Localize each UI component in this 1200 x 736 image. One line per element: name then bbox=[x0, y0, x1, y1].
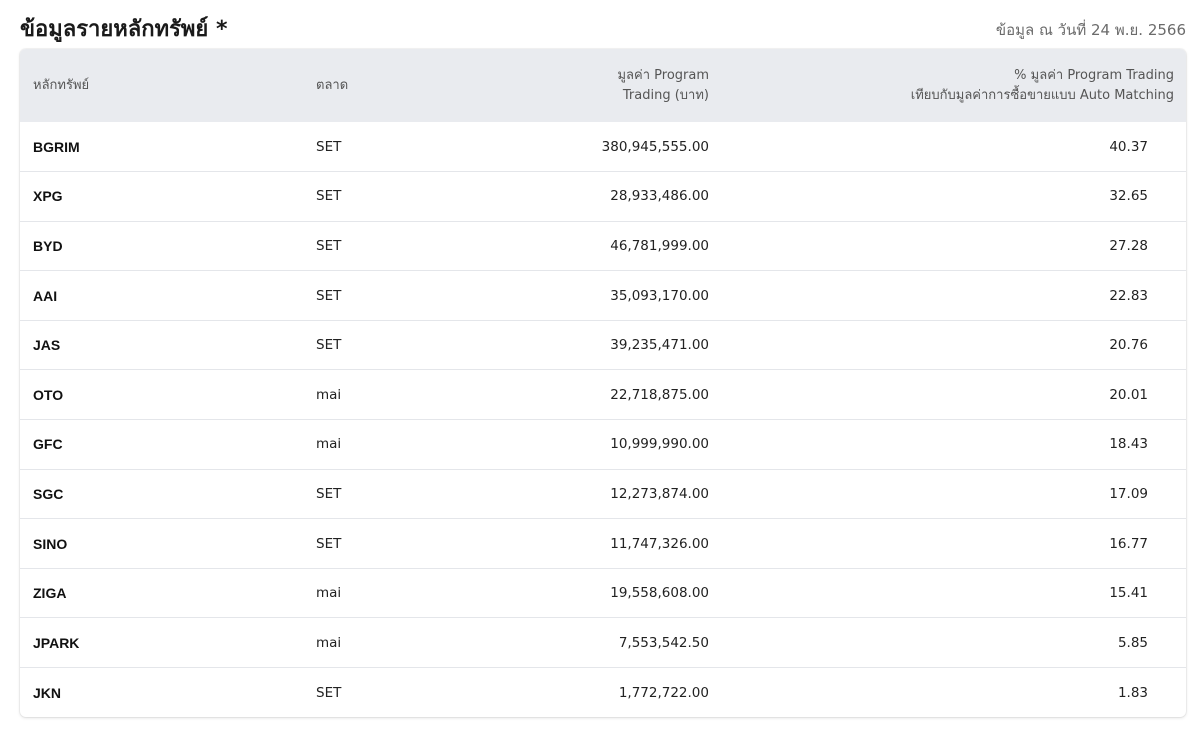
table-header: หลักทรัพย์ ตลาด มูลค่า Program Trading (… bbox=[20, 49, 1186, 122]
table-header-row: หลักทรัพย์ ตลาด มูลค่า Program Trading (… bbox=[20, 49, 1186, 122]
column-header-value-line1: มูลค่า Program bbox=[617, 67, 709, 83]
cell-value: 7,553,542.50 bbox=[618, 634, 709, 651]
column-header-symbol[interactable]: หลักทรัพย์ bbox=[20, 49, 316, 122]
cell-value: 11,747,326.00 bbox=[610, 535, 709, 552]
cell-pct: 18.43 bbox=[1109, 436, 1148, 453]
cell-value: 1,772,722.00 bbox=[618, 684, 709, 701]
column-header-pct-line1: % มูลค่า Program Trading bbox=[1014, 67, 1174, 83]
cell-market: SET bbox=[316, 535, 342, 552]
column-header-symbol-label: หลักทรัพย์ bbox=[33, 77, 90, 93]
cell-symbol: ZIGA bbox=[33, 585, 67, 602]
table-row[interactable]: SGC SET 12,273,874.00 17.09 bbox=[20, 469, 1186, 519]
cell-symbol: JAS bbox=[33, 337, 61, 354]
cell-market: mai bbox=[316, 585, 342, 602]
table-row[interactable]: ZIGA mai 19,558,608.00 15.41 bbox=[20, 568, 1186, 618]
cell-value: 12,273,874.00 bbox=[610, 485, 709, 502]
column-header-value[interactable]: มูลค่า Program Trading (บาท) bbox=[502, 49, 709, 122]
cell-pct: 20.76 bbox=[1109, 337, 1148, 354]
table-row[interactable]: XPG SET 28,933,486.00 32.65 bbox=[20, 171, 1186, 222]
table-row[interactable]: AAI SET 35,093,170.00 22.83 bbox=[20, 270, 1186, 321]
cell-pct: 15.41 bbox=[1109, 585, 1148, 602]
table-row[interactable]: OTO mai 22,718,875.00 20.01 bbox=[20, 369, 1186, 420]
cell-market: SET bbox=[316, 188, 342, 205]
table-row[interactable]: SINO SET 11,747,326.00 16.77 bbox=[20, 518, 1186, 569]
table-row[interactable]: JAS SET 39,235,471.00 20.76 bbox=[20, 320, 1186, 370]
column-header-pct-line2: เทียบกับมูลค่าการซื้อขายแบบ Auto Matchin… bbox=[910, 87, 1174, 103]
cell-symbol: JPARK bbox=[33, 634, 80, 651]
column-header-value-line2: Trading (บาท) bbox=[622, 87, 709, 103]
cell-market: SET bbox=[316, 237, 342, 254]
cell-pct: 5.85 bbox=[1117, 634, 1148, 651]
cell-pct: 16.77 bbox=[1109, 535, 1148, 552]
cell-symbol: GFC bbox=[33, 436, 63, 453]
table-row[interactable]: GFC mai 10,999,990.00 18.43 bbox=[20, 419, 1186, 470]
cell-pct: 17.09 bbox=[1109, 485, 1148, 502]
cell-value: 10,999,990.00 bbox=[610, 436, 709, 453]
cell-value: 22,718,875.00 bbox=[610, 386, 709, 403]
cell-symbol: XPG bbox=[33, 188, 63, 205]
cell-market: SET bbox=[316, 138, 342, 155]
securities-table: หลักทรัพย์ ตลาด มูลค่า Program Trading (… bbox=[20, 49, 1186, 717]
column-header-market-label: ตลาด bbox=[316, 77, 349, 93]
cell-value: 380,945,555.00 bbox=[601, 138, 709, 155]
cell-pct: 27.28 bbox=[1109, 237, 1148, 254]
securities-table-card: หลักทรัพย์ ตลาด มูลค่า Program Trading (… bbox=[20, 49, 1186, 717]
cell-market: SET bbox=[316, 337, 342, 354]
cell-market: SET bbox=[316, 485, 342, 502]
cell-value: 35,093,170.00 bbox=[610, 287, 709, 304]
cell-symbol: SINO bbox=[33, 535, 68, 552]
as-of-date: ข้อมูล ณ วันที่ 24 พ.ย. 2566 bbox=[995, 21, 1186, 39]
cell-value: 39,235,471.00 bbox=[610, 337, 709, 354]
cell-pct: 22.83 bbox=[1109, 287, 1148, 304]
column-header-pct[interactable]: % มูลค่า Program Trading เทียบกับมูลค่าก… bbox=[709, 49, 1186, 122]
cell-symbol: BYD bbox=[33, 237, 63, 254]
table-row[interactable]: JKN SET 1,772,722.00 1.83 bbox=[20, 667, 1186, 717]
table-body: BGRIM SET 380,945,555.00 40.37 XPG SET 28,933,… bbox=[20, 122, 1186, 717]
cell-value: 46,781,999.00 bbox=[610, 237, 709, 254]
table-row[interactable]: BGRIM SET 380,945,555.00 40.37 bbox=[20, 122, 1186, 172]
cell-market: mai bbox=[316, 634, 342, 651]
cell-symbol: OTO bbox=[33, 386, 64, 403]
table-row[interactable]: BYD SET 46,781,999.00 27.28 bbox=[20, 221, 1186, 271]
page-title: ข้อมูลรายหลักทรัพย์ * bbox=[20, 17, 228, 42]
cell-market: mai bbox=[316, 436, 342, 453]
cell-symbol: BGRIM bbox=[33, 138, 80, 155]
column-header-market[interactable]: ตลาด bbox=[316, 49, 502, 122]
cell-pct: 20.01 bbox=[1109, 386, 1148, 403]
cell-pct: 40.37 bbox=[1109, 138, 1148, 155]
cell-market: SET bbox=[316, 684, 342, 701]
cell-value: 28,933,486.00 bbox=[610, 188, 709, 205]
cell-market: SET bbox=[316, 287, 342, 304]
cell-symbol: JKN bbox=[33, 684, 62, 701]
cell-value: 19,558,608.00 bbox=[610, 585, 709, 602]
cell-pct: 1.83 bbox=[1117, 684, 1148, 701]
cell-symbol: AAI bbox=[33, 287, 58, 304]
header: ข้อมูลรายหลักทรัพย์ * ข้อมูล ณ วันที่ 24… bbox=[20, 12, 1186, 48]
cell-symbol: SGC bbox=[33, 485, 64, 502]
cell-market: mai bbox=[316, 386, 342, 403]
table-row[interactable]: JPARK mai 7,553,542.50 5.85 bbox=[20, 617, 1186, 668]
cell-pct: 32.65 bbox=[1109, 188, 1148, 205]
